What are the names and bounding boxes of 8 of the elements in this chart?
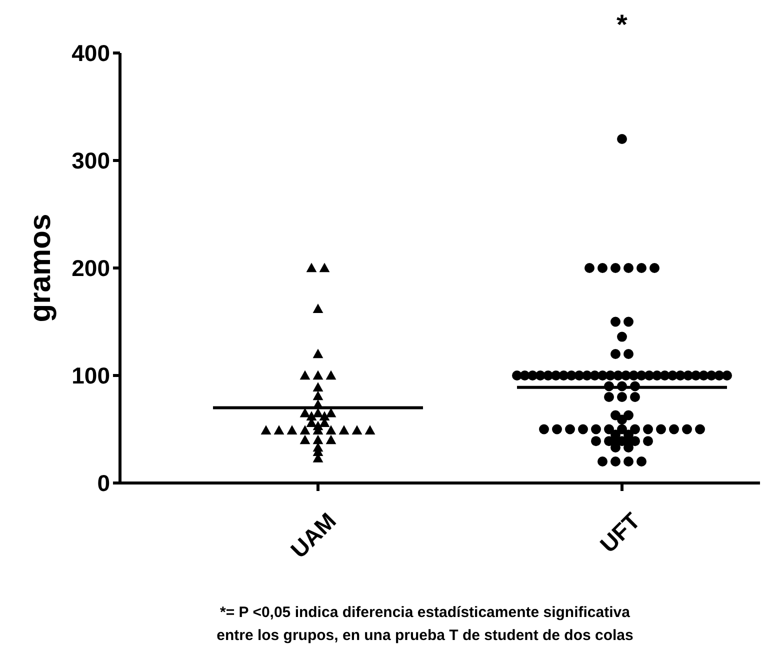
text: *= P <0,05 indica diferencia estadísticamente significativa entre los grupos, en una prueba T de student de dos colas — [216, 604, 634, 644]
y-tick-label: 300 — [72, 148, 110, 174]
y-tick-label: 400 — [72, 40, 110, 66]
y-tick-label: 200 — [72, 255, 110, 282]
y-tick-label: 0 — [97, 470, 110, 496]
y-axis-title: gramos — [24, 214, 57, 322]
y-tick-label: 100 — [72, 362, 110, 389]
text: * — [616, 9, 628, 40]
